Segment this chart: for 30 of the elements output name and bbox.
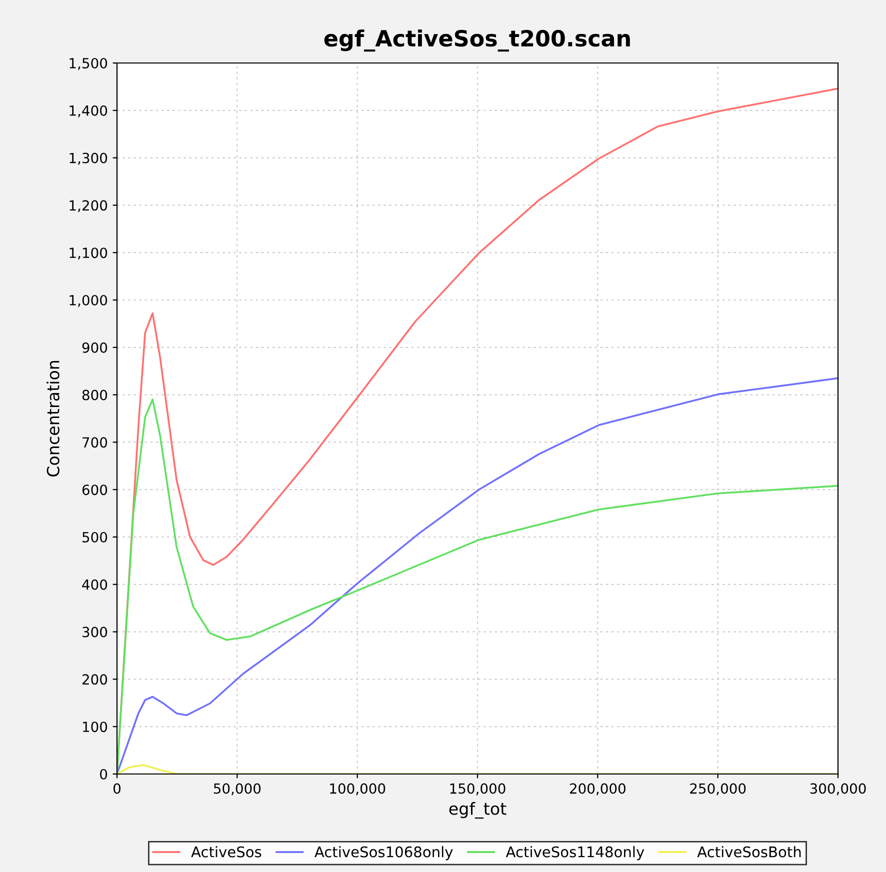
- y-tick-label: 1,400: [70, 105, 108, 118]
- x-axis-title: egf_tot: [449, 802, 506, 819]
- y-tick-label: 1,100: [70, 248, 108, 260]
- y-tick-label: 500: [82, 532, 108, 542]
- y-tick-label: 800: [82, 390, 108, 400]
- x-tick-label: 100,000: [330, 783, 386, 796]
- y-tick-label: 1,000: [70, 294, 108, 307]
- chart-title: egf_ActiveSos_t200.scan: [324, 29, 630, 52]
- x-tick-label: 0: [113, 783, 120, 794]
- y-tick-label: 300: [82, 626, 108, 638]
- legend-label: ActiveSos1148only: [506, 846, 644, 860]
- x-tick-label: 150,000: [450, 783, 506, 796]
- y-tick-label: 0: [100, 768, 108, 780]
- y-tick-label: 600: [82, 484, 108, 496]
- y-tick-label: 1,500: [70, 58, 108, 70]
- y-tick-label: 1,300: [70, 152, 108, 165]
- y-tick-label: 200: [82, 674, 108, 685]
- x-tick-label: 200,000: [570, 783, 626, 796]
- x-tick-label: 250,000: [690, 783, 746, 796]
- y-tick-label: 400: [82, 579, 108, 590]
- x-tick-label: 50,000: [214, 783, 261, 796]
- y-tick-label: 700: [82, 437, 108, 448]
- x-tick-label: 300,000: [810, 783, 866, 796]
- y-tick-label: 900: [82, 342, 108, 353]
- y-axis-title: Concentration: [46, 360, 60, 477]
- legend-label: ActiveSos1068only: [314, 846, 453, 860]
- y-tick-label: 1,200: [70, 200, 108, 212]
- legend-label: ActiveSosBoth: [697, 846, 801, 858]
- legend-label: ActiveSos: [191, 846, 262, 858]
- y-tick-label: 100: [82, 722, 108, 732]
